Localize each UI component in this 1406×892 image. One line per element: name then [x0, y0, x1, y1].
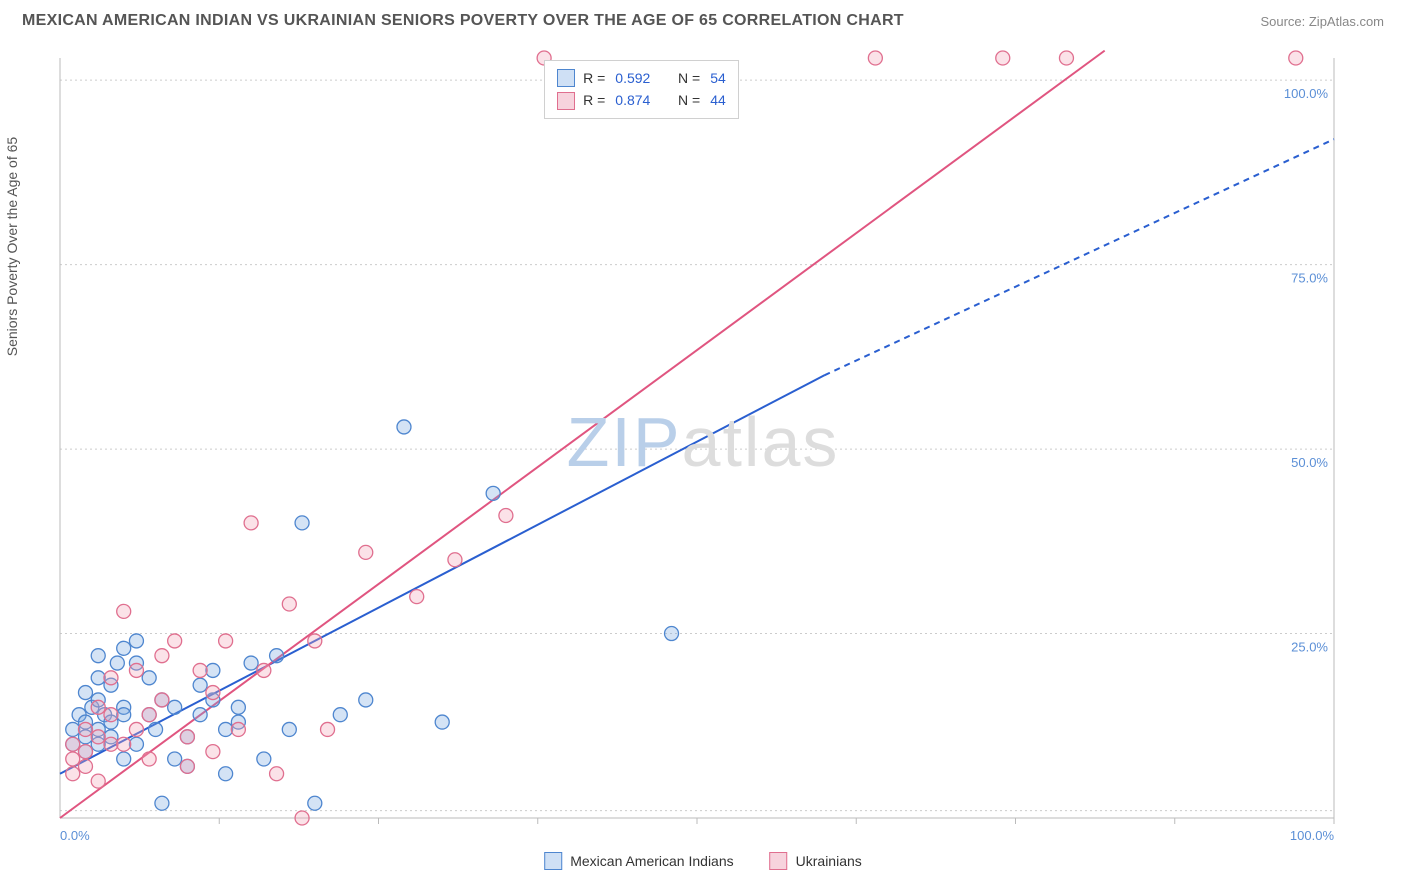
- svg-text:100.0%: 100.0%: [1290, 828, 1335, 843]
- page-title: MEXICAN AMERICAN INDIAN VS UKRAINIAN SEN…: [22, 12, 904, 30]
- legend-swatch: [557, 69, 575, 87]
- svg-text:25.0%: 25.0%: [1291, 640, 1328, 655]
- legend-swatch: [557, 92, 575, 110]
- svg-text:75.0%: 75.0%: [1291, 271, 1328, 286]
- chart-container: Seniors Poverty Over the Age of 65 0.0%1…: [22, 46, 1384, 870]
- svg-text:0.0%: 0.0%: [60, 828, 90, 843]
- series-legend-item: Mexican American Indians: [544, 852, 733, 870]
- series-legend-label: Ukrainians: [796, 853, 862, 869]
- svg-text:50.0%: 50.0%: [1291, 455, 1328, 470]
- legend-swatch: [544, 852, 562, 870]
- stats-legend-row: R = 0.874 N = 44: [557, 89, 726, 111]
- series-legend-item: Ukrainians: [770, 852, 862, 870]
- y-axis-label: Seniors Poverty Over the Age of 65: [4, 137, 20, 356]
- stats-legend-row: R = 0.592 N = 54: [557, 67, 726, 89]
- source-label: Source: ZipAtlas.com: [1260, 14, 1384, 29]
- correlation-scatter-chart: 0.0% 100.0% 25.0% 50.0% 75.0% 100.0%: [22, 46, 1342, 846]
- legend-swatch: [770, 852, 788, 870]
- series-legend: Mexican American Indians Ukrainians: [544, 852, 862, 870]
- series-legend-label: Mexican American Indians: [570, 853, 733, 869]
- svg-text:100.0%: 100.0%: [1284, 86, 1329, 101]
- stats-legend: R = 0.592 N = 54R = 0.874 N = 44: [544, 60, 739, 119]
